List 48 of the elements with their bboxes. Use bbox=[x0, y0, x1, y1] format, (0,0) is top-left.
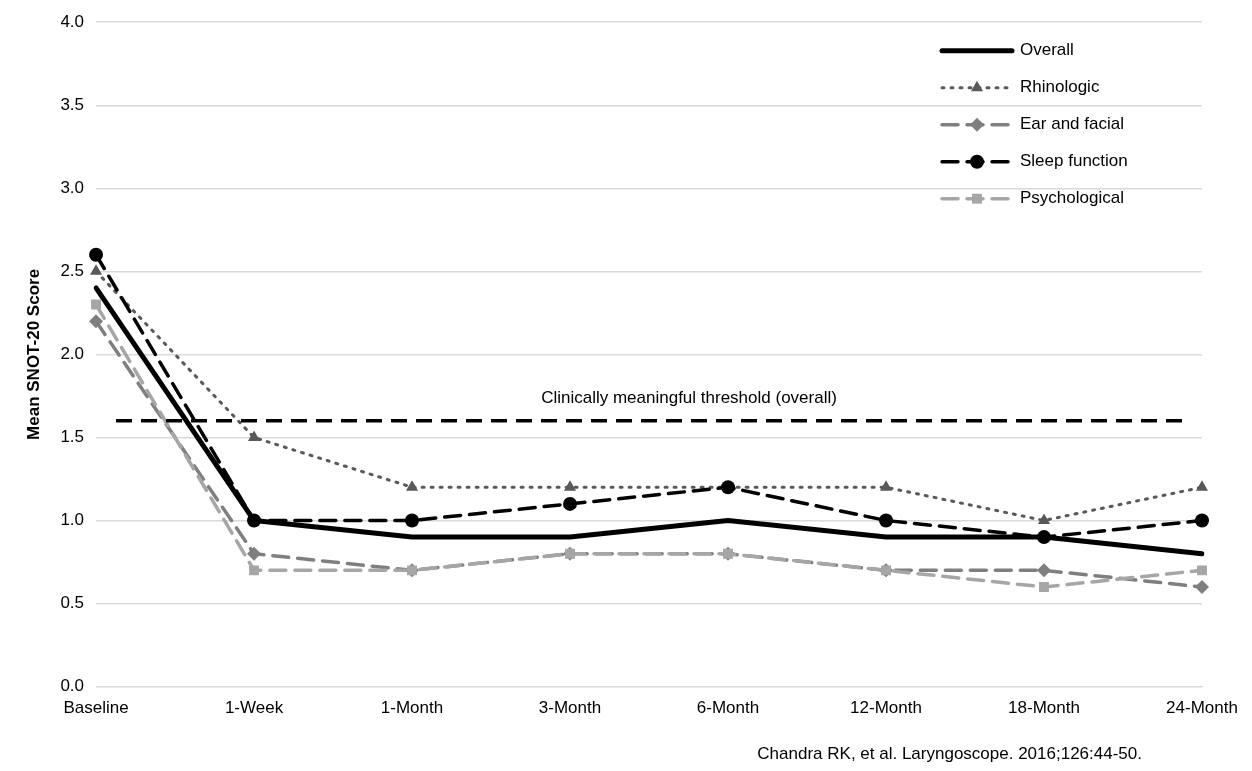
y-tick-label: 0.5 bbox=[60, 593, 85, 613]
point bbox=[405, 480, 419, 491]
text: Chandra RK, et al. Laryngoscope. 2016;126:44-50. bbox=[757, 744, 1142, 764]
point bbox=[1037, 563, 1052, 578]
y-tick-label: 0.0 bbox=[60, 676, 85, 696]
point bbox=[89, 314, 104, 329]
y-tick-label: 2.0 bbox=[60, 344, 85, 364]
point bbox=[721, 480, 736, 495]
point bbox=[249, 565, 259, 576]
x-tick-label: 24-Month bbox=[1166, 698, 1238, 718]
y-tick-label: 3.5 bbox=[60, 94, 85, 114]
y-tick-label: 3.0 bbox=[60, 177, 85, 197]
point bbox=[879, 480, 893, 491]
point bbox=[1197, 565, 1207, 576]
legend-label: Psychological bbox=[1020, 188, 1124, 208]
y-tick-label: 4.0 bbox=[60, 11, 85, 31]
point bbox=[247, 430, 261, 441]
point bbox=[1037, 513, 1051, 524]
x-tick-label: 6-Month bbox=[696, 698, 760, 718]
y-tick-label: 1.5 bbox=[60, 427, 85, 447]
point bbox=[1037, 530, 1052, 545]
point bbox=[1195, 579, 1209, 594]
ref-line-label: Clinically meaningful threshold (overall) bbox=[541, 388, 837, 408]
point bbox=[1039, 581, 1049, 592]
point bbox=[91, 299, 101, 310]
x-tick-label: Baseline bbox=[63, 698, 129, 718]
y-tick-label: 2.5 bbox=[60, 261, 85, 281]
y-axis-title: Mean SNOT-20 Score bbox=[23, 268, 43, 440]
point bbox=[563, 496, 578, 511]
x-tick-label: 1-Week bbox=[224, 698, 284, 718]
legend-label: Overall bbox=[1020, 40, 1074, 60]
point bbox=[405, 513, 420, 528]
x-tick-label: 18-Month bbox=[1008, 698, 1080, 718]
legend-label: Ear and facial bbox=[1020, 114, 1124, 134]
point bbox=[247, 513, 262, 528]
point bbox=[247, 546, 262, 561]
point bbox=[89, 264, 103, 275]
legend-label: Rhinologic bbox=[1020, 77, 1100, 97]
x-tick-label: 12-Month bbox=[850, 698, 922, 718]
point bbox=[1195, 513, 1209, 528]
x-tick-label: 1-Month bbox=[380, 698, 444, 718]
point bbox=[879, 513, 894, 528]
legend-label: Sleep function bbox=[1020, 151, 1128, 171]
y-tick-label: 1.0 bbox=[60, 510, 85, 530]
x-tick-label: 3-Month bbox=[538, 698, 602, 718]
point bbox=[89, 247, 104, 262]
point bbox=[563, 480, 577, 491]
point bbox=[1195, 480, 1209, 491]
